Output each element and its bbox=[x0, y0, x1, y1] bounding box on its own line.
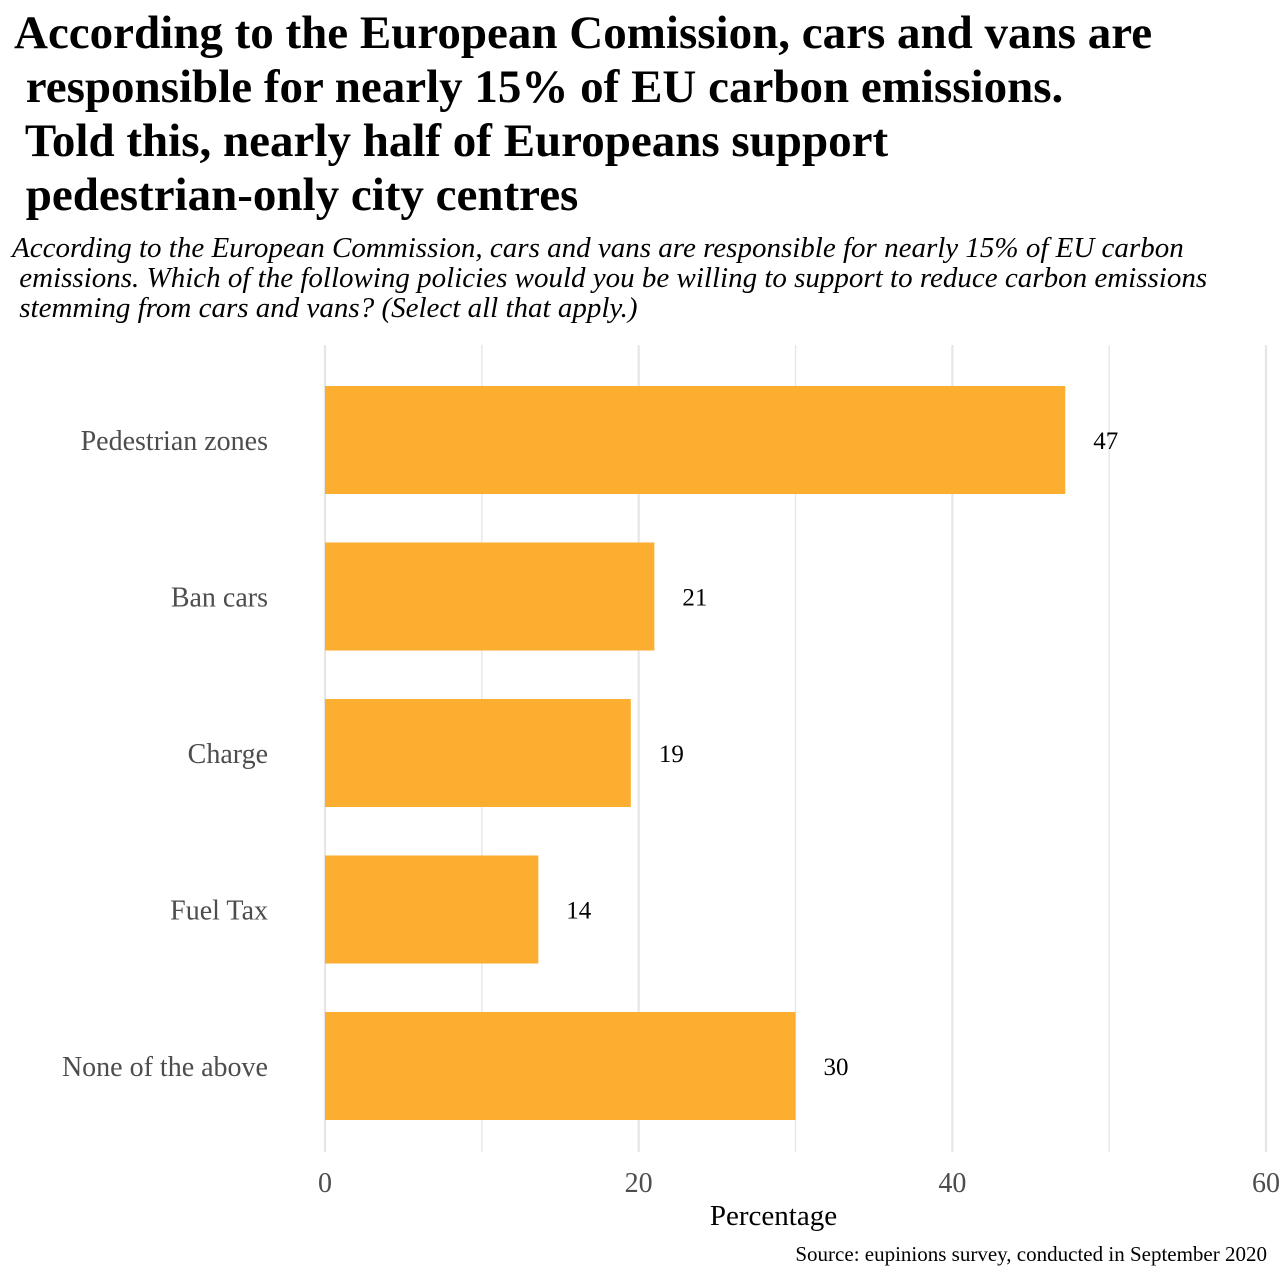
bar bbox=[325, 542, 655, 651]
data-label: 30 bbox=[824, 1054, 849, 1081]
data-label: 19 bbox=[659, 741, 684, 768]
x-tick-label: 40 bbox=[938, 1168, 966, 1199]
bar bbox=[325, 699, 631, 807]
x-tick-label: 20 bbox=[625, 1168, 653, 1199]
category-label: Fuel Tax bbox=[170, 896, 268, 927]
data-label: 47 bbox=[1093, 428, 1118, 455]
category-label: Ban cars bbox=[171, 583, 268, 614]
bar bbox=[325, 855, 539, 964]
x-tick-label: 0 bbox=[318, 1168, 332, 1199]
data-label: 21 bbox=[682, 585, 707, 612]
chart-title: According to the European Comission, car… bbox=[14, 7, 1153, 221]
category-label: Charge bbox=[188, 739, 268, 770]
bar bbox=[325, 386, 1066, 494]
data-label: 14 bbox=[566, 898, 592, 925]
x-tick-label: 60 bbox=[1252, 1168, 1280, 1199]
category-label: None of the above bbox=[62, 1052, 268, 1083]
chart-caption: Source: eupinions survey, conducted in S… bbox=[795, 1242, 1267, 1266]
bar bbox=[325, 1012, 796, 1120]
chart-subtitle: According to the European Commission, ca… bbox=[12, 232, 1208, 324]
x-axis-title: Percentage bbox=[710, 1200, 837, 1232]
category-label: Pedestrian zones bbox=[81, 426, 268, 457]
